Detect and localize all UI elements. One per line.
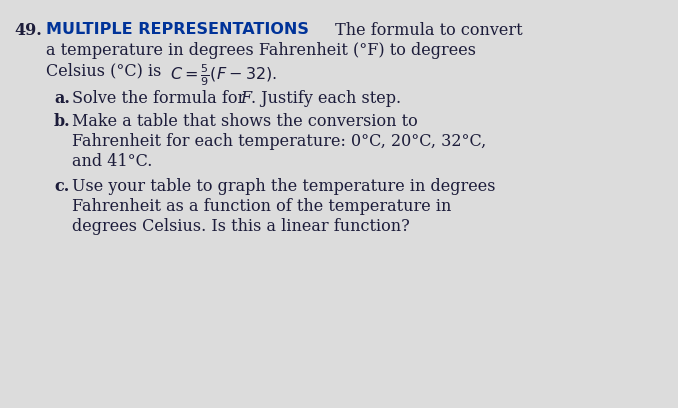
Text: Use your table to graph the temperature in degrees: Use your table to graph the temperature … [72, 178, 496, 195]
Text: . Justify each step.: . Justify each step. [251, 90, 401, 107]
Text: c.: c. [54, 178, 69, 195]
Text: 49.: 49. [14, 22, 42, 39]
Text: The formula to convert: The formula to convert [330, 22, 523, 39]
Text: a temperature in degrees Fahrenheit (°F) to degrees: a temperature in degrees Fahrenheit (°F)… [46, 42, 476, 59]
Text: MULTIPLE REPRESENTATIONS: MULTIPLE REPRESENTATIONS [46, 22, 309, 37]
Text: degrees Celsius. Is this a linear function?: degrees Celsius. Is this a linear functi… [72, 218, 410, 235]
Text: Make a table that shows the conversion to: Make a table that shows the conversion t… [72, 113, 418, 130]
Text: and 41°C.: and 41°C. [72, 153, 153, 170]
Text: Celsius (°C) is: Celsius (°C) is [46, 62, 167, 79]
Text: b.: b. [54, 113, 71, 130]
Text: Fahrenheit for each temperature: 0°C, 20°C, 32°C,: Fahrenheit for each temperature: 0°C, 20… [72, 133, 486, 150]
Text: a.: a. [54, 90, 70, 107]
Text: F: F [240, 90, 251, 107]
Text: Fahrenheit as a function of the temperature in: Fahrenheit as a function of the temperat… [72, 198, 452, 215]
Text: $C = \frac{5}{9}(F - 32).$: $C = \frac{5}{9}(F - 32).$ [170, 62, 277, 88]
Text: Solve the formula for: Solve the formula for [72, 90, 250, 107]
